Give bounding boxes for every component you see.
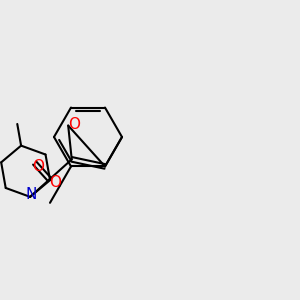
Text: O: O [49,175,61,190]
Text: N: N [26,187,37,202]
Text: O: O [68,117,80,132]
Text: O: O [32,159,44,174]
